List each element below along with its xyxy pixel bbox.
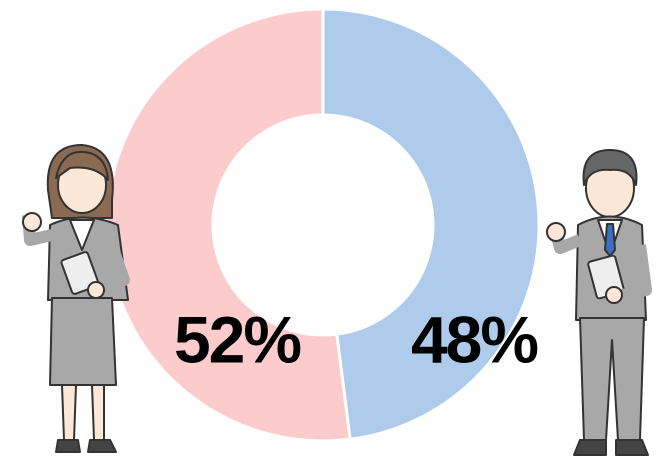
labels: 48% 52%	[174, 302, 539, 376]
woman-figure	[22, 144, 130, 453]
donut	[105, 7, 541, 443]
man-figure	[546, 149, 652, 456]
slice	[321, 7, 541, 441]
slice	[105, 7, 352, 443]
value-label: 52%	[174, 302, 300, 376]
value-label: 48%	[411, 302, 537, 376]
